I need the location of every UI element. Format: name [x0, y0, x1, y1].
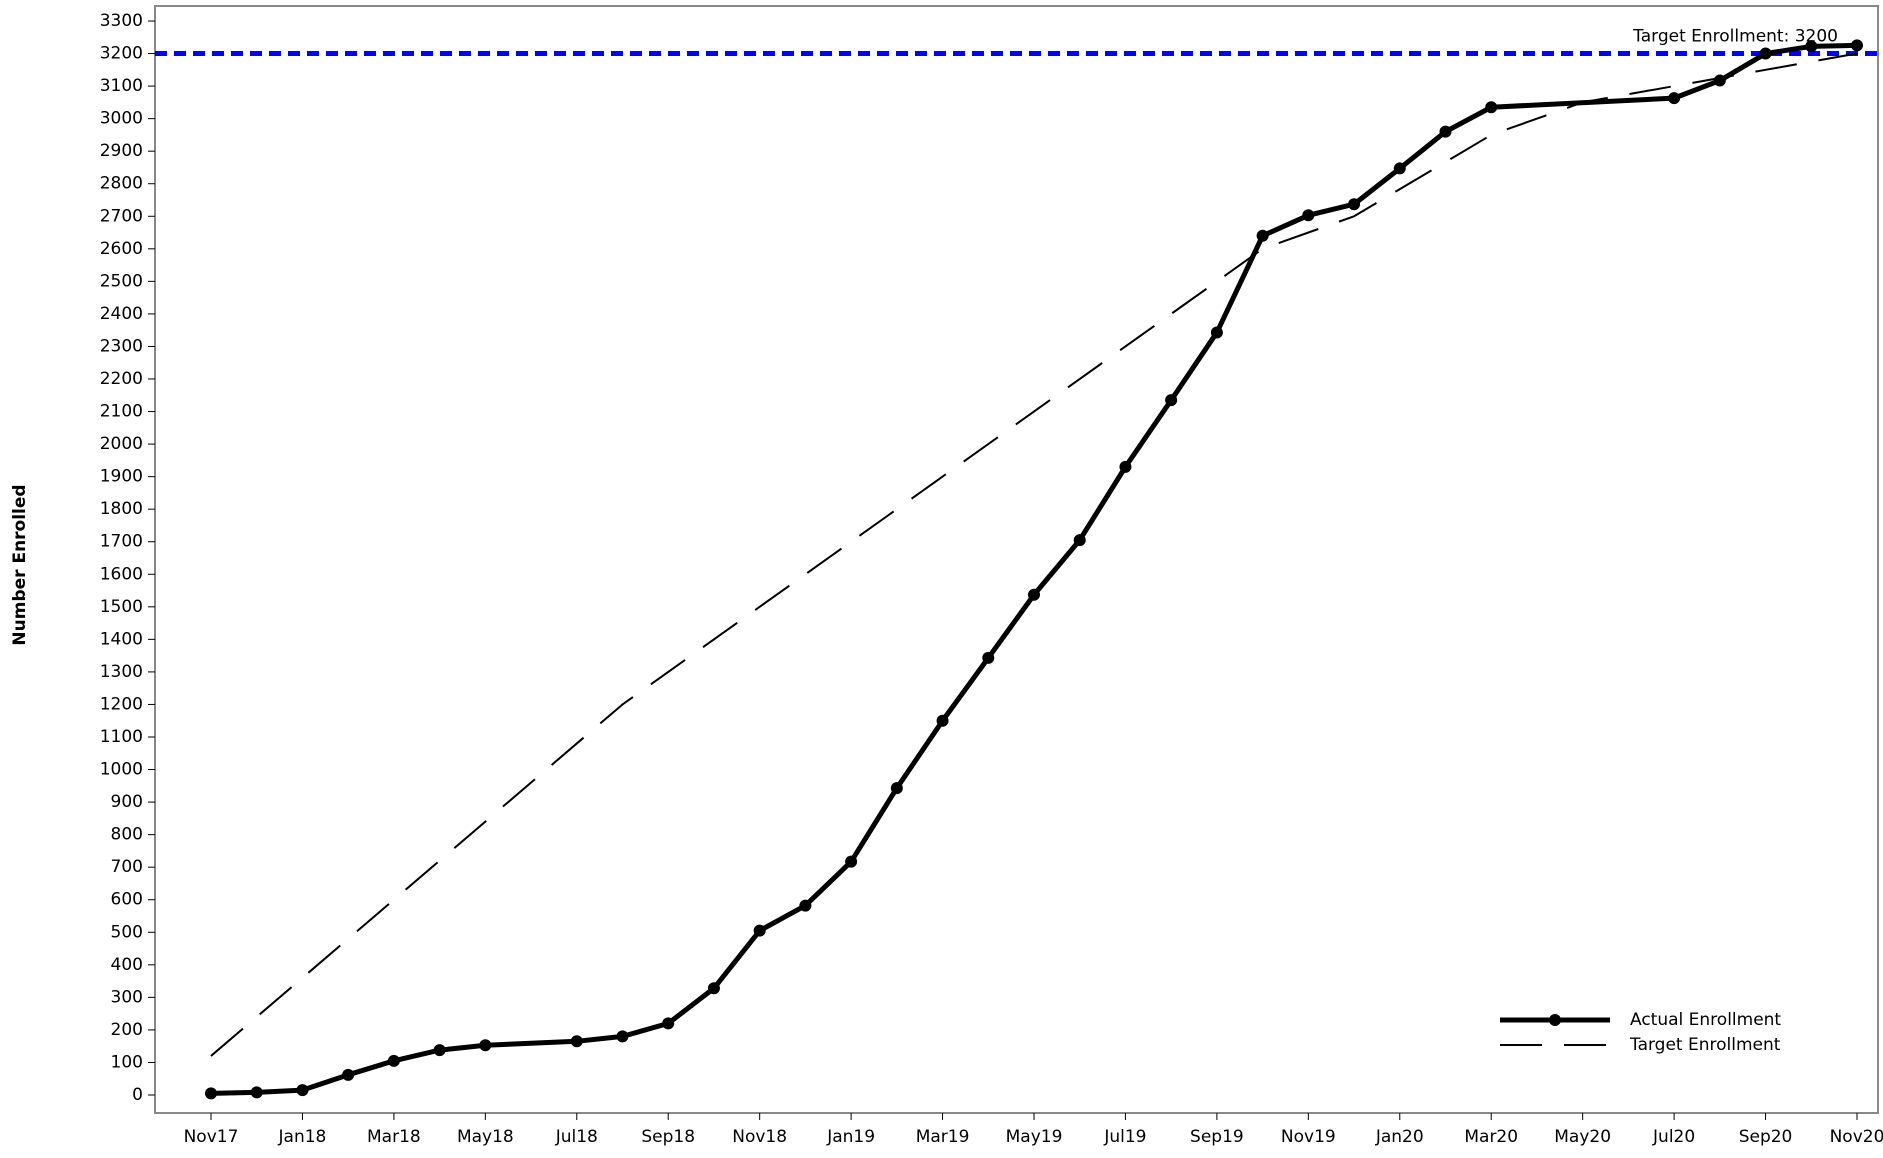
x-tick-label: Jan18: [278, 1127, 327, 1147]
x-tick-label: Jul20: [1652, 1127, 1695, 1147]
y-tick-label: 3300: [100, 11, 143, 31]
legend-label: Actual Enrollment: [1630, 1010, 1781, 1030]
point: [753, 924, 766, 937]
point: [387, 1054, 400, 1067]
point: [799, 899, 812, 912]
point: [1302, 209, 1315, 222]
point: [1759, 47, 1772, 60]
point: [296, 1084, 309, 1097]
y-tick-label: 3000: [100, 109, 143, 129]
x-tick-label: May18: [457, 1127, 514, 1147]
point: [205, 1087, 217, 1100]
y-tick-label: 2300: [100, 336, 143, 356]
x-tick-label: Sep18: [641, 1127, 695, 1147]
point: [1210, 326, 1223, 339]
y-tick-label: 0: [132, 1085, 143, 1105]
point: [1073, 534, 1086, 547]
y-tick-label: 1300: [100, 662, 143, 682]
x-tick-label: Nov20: [1830, 1127, 1883, 1147]
y-tick-label: 900: [111, 792, 143, 812]
point: [1119, 460, 1132, 473]
x-tick-label: Jul19: [1103, 1127, 1146, 1147]
x-tick-label: Mar19: [916, 1127, 970, 1147]
y-tick-label: 300: [111, 987, 143, 1007]
point: [433, 1044, 446, 1057]
y-tick-label: 600: [111, 890, 143, 910]
x-tick-label: Nov19: [1281, 1127, 1336, 1147]
y-tick-label: 1700: [100, 532, 143, 552]
series-line: [210, 52, 1858, 1057]
y-tick-label: 700: [111, 857, 143, 877]
x-tick-label: Nov17: [184, 1127, 239, 1147]
point: [982, 651, 995, 664]
y-tick-label: 1800: [100, 499, 143, 519]
y-tick-label: 2800: [100, 174, 143, 194]
legend-marker: [1549, 1014, 1561, 1026]
y-tick-label: 1000: [100, 760, 143, 780]
y-tick-label: 2000: [100, 434, 143, 454]
legend-label: Target Enrollment: [1629, 1035, 1781, 1055]
y-tick-label: 2100: [100, 402, 143, 422]
point: [1851, 39, 1863, 52]
y-tick-label: 2500: [100, 271, 143, 291]
y-tick-label: 500: [111, 922, 143, 942]
x-tick-label: Nov18: [732, 1127, 787, 1147]
y-tick-label: 1200: [100, 694, 143, 714]
y-tick-label: 1500: [100, 597, 143, 617]
point: [707, 982, 720, 995]
point: [616, 1030, 629, 1043]
y-tick-label: 1400: [100, 629, 143, 649]
point: [1485, 101, 1498, 114]
point: [479, 1039, 492, 1052]
y-tick-label: 100: [111, 1052, 143, 1072]
plot-frame: [154, 5, 1879, 1114]
y-tick-label: 3100: [100, 76, 143, 96]
point: [1348, 198, 1361, 211]
point: [936, 714, 949, 727]
x-tick-label: Jan20: [1375, 1127, 1424, 1147]
y-tick-label: 800: [111, 825, 143, 845]
point: [890, 782, 903, 795]
point: [1805, 40, 1818, 53]
point: [1393, 162, 1406, 175]
y-tick-label: 2700: [100, 206, 143, 226]
x-tick-label: Sep19: [1190, 1127, 1244, 1147]
point: [1256, 229, 1269, 242]
point: [662, 1017, 675, 1030]
x-tick-label: Jan19: [826, 1127, 875, 1147]
point: [845, 855, 858, 868]
x-tick-label: Sep20: [1739, 1127, 1793, 1147]
reference-label: Target Enrollment: 3200: [1632, 27, 1838, 47]
x-tick-label: Mar18: [367, 1127, 421, 1147]
series-line: [210, 42, 1858, 1096]
point: [1028, 588, 1040, 601]
point: [250, 1086, 263, 1099]
y-tick-label: 3200: [100, 44, 143, 64]
point: [1165, 394, 1178, 407]
y-tick-label: 1100: [100, 727, 143, 747]
x-tick-label: May20: [1554, 1127, 1611, 1147]
x-tick-label: Jul18: [555, 1127, 598, 1147]
x-tick-label: May19: [1006, 1127, 1063, 1147]
y-tick-label: 400: [111, 955, 143, 975]
y-tick-label: 2400: [100, 304, 143, 324]
y-tick-label: 200: [111, 1020, 143, 1040]
point: [1668, 92, 1681, 105]
y-tick-label: 1600: [100, 564, 143, 584]
point: [342, 1068, 355, 1081]
y-tick-label: 2600: [100, 239, 143, 259]
y-tick-label: 2200: [100, 369, 143, 389]
y-tick-label: 1900: [100, 467, 143, 487]
point: [570, 1035, 583, 1048]
y-axis-label: Number Enrolled: [10, 484, 30, 645]
y-tick-label: 2900: [100, 141, 143, 161]
point: [1439, 125, 1452, 138]
x-tick-label: Mar20: [1464, 1127, 1518, 1147]
